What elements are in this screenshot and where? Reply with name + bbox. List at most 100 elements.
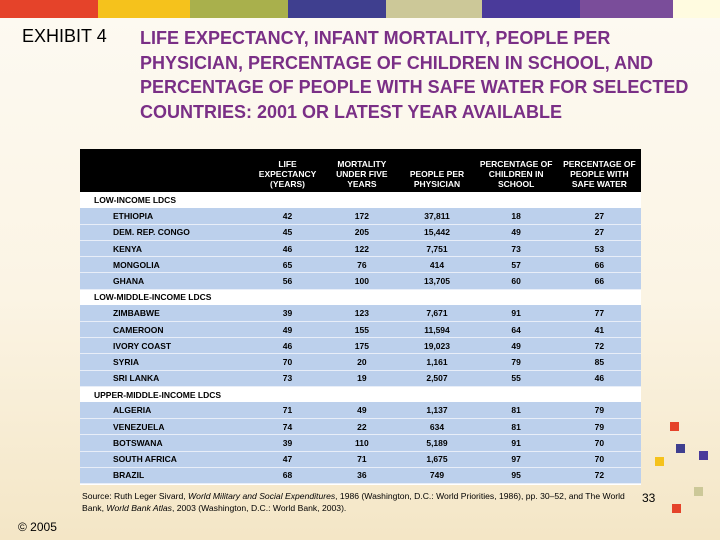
decor-square [694,487,703,496]
value-cell: 73 [250,370,325,387]
table-body: Low-Income LDCs Ethiopia 42 172 37,811 18 27 De… [80,192,641,484]
decor-square [655,457,664,466]
table-row: Kenya 46 122 7,751 73 53 [80,240,641,258]
value-cell: 39 [250,305,325,323]
value-cell: 66 [557,272,641,290]
table-row: Algeria 71 49 1,137 81 79 [80,402,641,420]
value-cell: 95 [474,467,558,484]
value-cell: 123 [324,305,400,323]
country-cell: Botswana [80,434,251,452]
table-row: Mongolia 65 76 414 57 66 [80,256,641,274]
color-block [580,0,673,18]
value-cell: 749 [399,467,475,484]
group-label: Low-Middle-Income LDCs [80,289,641,306]
group-label: Low-Income LDCs [80,192,641,209]
color-block [0,0,98,18]
country-cell: Ghana [80,272,251,290]
slide-title: LIFE EXPECTANCY, INFANT MORTALITY, PEOPL… [140,28,689,122]
value-cell: 79 [557,402,641,420]
value-cell: 46 [250,337,325,355]
value-cell: 175 [324,337,400,355]
value-cell: 70 [250,353,325,371]
value-cell: 20 [324,353,400,371]
value-cell: 66 [557,256,641,274]
table-header: Life expectancy (years) Mortality under f… [80,149,641,192]
value-cell: 49 [474,337,558,355]
value-cell: 1,137 [399,402,475,420]
value-cell: 72 [557,467,641,484]
value-cell: 11,594 [399,321,475,339]
value-cell: 27 [557,224,641,242]
color-block [288,0,386,18]
value-cell: 53 [557,240,641,258]
value-cell: 46 [250,240,325,258]
country-cell: Mongolia [80,256,251,274]
color-block [673,0,720,18]
value-cell: 56 [250,272,325,290]
value-cell: 7,751 [399,240,475,258]
value-cell: 97 [474,451,558,468]
value-cell: 1,161 [399,353,475,371]
value-cell: 205 [324,224,400,242]
value-cell: 1,675 [399,451,475,468]
decor-square [670,422,679,431]
value-cell: 414 [399,256,475,274]
value-cell: 122 [324,240,400,258]
exhibit-label: EXHIBIT 4 [22,26,107,46]
group-row: Upper-Middle-Income LDCs [80,386,641,403]
value-cell: 91 [474,434,558,452]
value-cell: 39 [250,434,325,452]
value-cell: 49 [250,321,325,339]
value-cell: 19 [324,370,400,387]
value-cell: 13,705 [399,272,475,290]
value-cell: 110 [324,434,400,452]
value-cell: 172 [324,208,400,225]
value-cell: 71 [250,402,325,420]
color-block [482,0,580,18]
value-cell: 5,189 [399,434,475,452]
table-row: Botswana 39 110 5,189 91 70 [80,434,641,452]
country-cell: Sri Lanka [80,370,251,387]
table-row: Cameroon 49 155 11,594 64 41 [80,321,641,339]
country-cell: Ethiopia [80,208,251,225]
header-row: Life expectancy (years) Mortality under f… [80,149,641,192]
value-cell: 76 [324,256,400,274]
value-cell: 18 [474,208,558,225]
source-note: Source: Ruth Leger Sivard, World Militar… [82,490,642,514]
source-work-title: World Bank Atlas [106,503,172,513]
value-cell: 36 [324,467,400,484]
table-row: Dem. Rep. Congo 45 205 15,442 49 27 [80,224,641,242]
country-cell: Syria [80,353,251,371]
value-cell: 72 [557,337,641,355]
column-header-country [80,149,251,192]
value-cell: 42 [250,208,325,225]
value-cell: 65 [250,256,325,274]
value-cell: 634 [399,418,475,436]
table-row: Ethiopia 42 172 37,811 18 27 [80,208,641,225]
value-cell: 15,442 [399,224,475,242]
value-cell: 49 [324,402,400,420]
column-header: Percentage of children in school [479,159,553,189]
value-cell: 85 [557,353,641,371]
country-cell: Cameroon [80,321,251,339]
value-cell: 41 [557,321,641,339]
table-row: Venezuela 74 22 634 81 79 [80,418,641,436]
country-cell: Dem. Rep. Congo [80,224,251,242]
page-number: 33 [642,491,656,505]
value-cell: 100 [324,272,400,290]
value-cell: 81 [474,402,558,420]
country-cell: Brazil [80,467,251,484]
source-suffix: , 2003 (Washington, D.C.: World Bank, 20… [171,503,347,513]
value-cell: 27 [557,208,641,225]
value-cell: 60 [474,272,558,290]
source-prefix: Source: Ruth Leger Sivard, [82,491,189,501]
value-cell: 155 [324,321,400,339]
value-cell: 73 [474,240,558,258]
source-work-title: World Military and Social Expenditures [188,491,336,501]
country-cell: Ivory Coast [80,337,251,355]
country-cell: Venezuela [80,418,251,436]
value-cell: 64 [474,321,558,339]
value-cell: 2,507 [399,370,475,387]
color-header-bar [0,0,720,18]
value-cell: 49 [474,224,558,242]
